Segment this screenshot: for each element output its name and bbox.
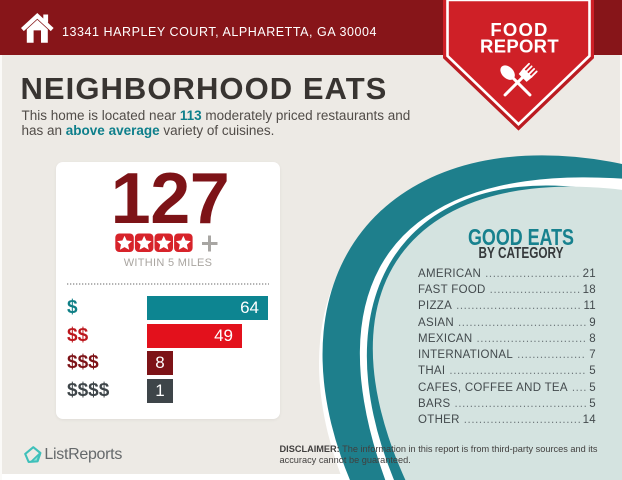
svg-text:FOOD: FOOD: [490, 19, 548, 40]
svg-text:REPORT: REPORT: [480, 36, 559, 57]
